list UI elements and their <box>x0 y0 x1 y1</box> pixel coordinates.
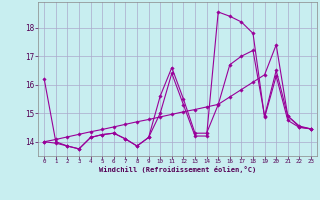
X-axis label: Windchill (Refroidissement éolien,°C): Windchill (Refroidissement éolien,°C) <box>99 166 256 173</box>
